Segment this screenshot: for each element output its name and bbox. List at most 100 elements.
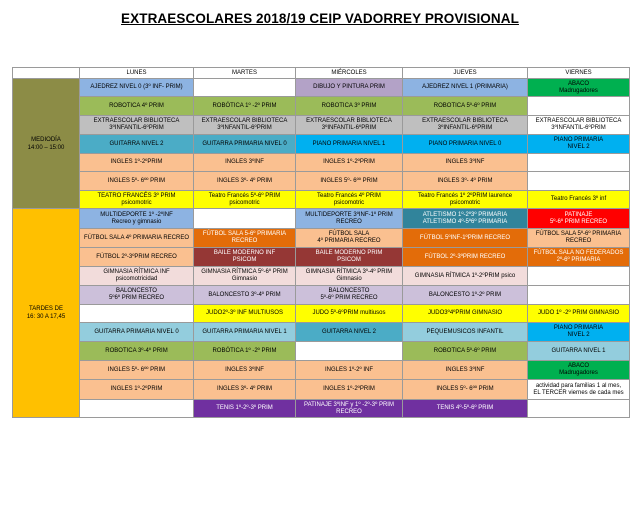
activity-cell: PATINAJE 5º-6º PRIM RECREO bbox=[527, 208, 630, 229]
activity-cell: INGLES 1º-2ºPRIM bbox=[79, 153, 194, 172]
activity-cell: ROBOTICA 5º-6º PRIM bbox=[402, 96, 528, 116]
schedule-row: ROBOTICA 4º PRIM ROBÓTICA 1º -2º PRIM ROBO… bbox=[13, 96, 630, 116]
activity-cell: INGLES 5º- 6ºº PRIM bbox=[79, 171, 194, 191]
schedule-row: TARDES DE 16: 30 A 17,45 MULTIDEPORTE 1º -… bbox=[12, 208, 630, 418]
activity-cell: GUITARRA NIVEL 2 bbox=[79, 134, 194, 154]
activity-cell: GIMNASIA RÍTMICA INF psicomotricidad bbox=[79, 266, 194, 286]
activity-cell bbox=[527, 171, 630, 191]
activity-cell: GIMNASIA RÍTMICA 3º-4º PRIM Gimnasio bbox=[295, 266, 403, 286]
activity-cell: FÚTBOL 2º-3ºPRIM RECREO bbox=[402, 247, 528, 267]
corner-cell bbox=[12, 67, 80, 79]
activity-cell: EXTRAESCOLAR BIBLIOTECA 3ºINFANTIL-6ºPRIM bbox=[527, 115, 630, 135]
activity-cell: MULTIDEPORTE 1º -2ºINF Recreo y gimnasio bbox=[79, 208, 194, 229]
schedule-row: GIMNASIA RÍTMICA INF psicomotricidad GIMNA… bbox=[13, 266, 630, 286]
activity-cell: PATINAJE 3ºINF y 1º -2º-3º PRIM RECREO bbox=[295, 399, 403, 418]
activity-cell: AJEDREZ NIVEL 1 (PRIMARIA) bbox=[402, 78, 528, 97]
activity-cell: INGLES 1º-2ºPRIM bbox=[295, 153, 403, 172]
activity-cell bbox=[527, 96, 630, 116]
activity-cell: actividad para familias 1 al mes, EL TERC… bbox=[527, 379, 630, 400]
day-header: LUNES bbox=[79, 67, 194, 79]
activity-cell: TENIS 4º-5º-6º PRIM bbox=[402, 399, 528, 418]
activity-cell: INGLES 3ºINF bbox=[402, 153, 528, 172]
activity-cell: INGLES 3º- 4º PRIM bbox=[402, 171, 528, 191]
activity-cell: INGLES 5º- 6ºº PRIM bbox=[402, 379, 528, 400]
activity-cell: GUITARRA PRIMARIA NIVEL 1 bbox=[193, 322, 296, 342]
activity-cell: GUITARRA NIVEL 1 bbox=[527, 341, 630, 361]
activity-cell bbox=[79, 399, 194, 418]
activity-cell: ABACO Madrugadores bbox=[527, 360, 630, 380]
activity-cell bbox=[527, 266, 630, 286]
activity-cell: Teatro Francés 3º inf bbox=[527, 190, 630, 209]
activity-cell: FÚTBOL SALA 5º-6º PRIMARIA RECREO bbox=[527, 228, 630, 248]
activity-cell: GIMNASIA RÍTMICA 1º-2ºPRIM psico bbox=[402, 266, 528, 286]
activity-cell: INGLES 5º- 6ºº PRIM bbox=[295, 171, 403, 191]
section-mediodia: MEDIODÍA 14:00 – 15:00 bbox=[12, 78, 80, 209]
activity-cell: TENIS 1º-2º-3º PRIM bbox=[193, 399, 296, 418]
activity-cell: FÚTBOL SALA 4º PRIMARIA RECREO bbox=[79, 228, 194, 248]
section-tardes: TARDES DE 16: 30 A 17,45 bbox=[12, 208, 80, 418]
activity-cell bbox=[79, 304, 194, 323]
activity-cell: INGLES 1º-2ºPRIM bbox=[79, 379, 194, 400]
schedule-row: FÚTBOL 2º-3ºPRIM RECREO BAILE MODERNO INF… bbox=[13, 247, 630, 267]
activity-cell: FÚTBOL 5ºINF-1ºPRIM RECREO bbox=[402, 228, 528, 248]
schedule-row: TEATRO FRANCÉS 3º PRIM psicomotric Teatro… bbox=[13, 190, 630, 209]
activity-cell: AJEDREZ NIVEL 0 (3º INF- PRIM) bbox=[79, 78, 194, 97]
activity-cell bbox=[527, 153, 630, 172]
schedule-row: GUITARRA NIVEL 2 GUITARRA PRIMARIA NIVEL … bbox=[13, 134, 630, 154]
activity-cell: INGLES 1º-2º INF bbox=[295, 360, 403, 380]
day-header-row: LUNES MARTES MIÉRCOLES JUEVES VIERNES bbox=[12, 67, 630, 79]
activity-cell: ATLETISMO 1º-2º3º PRIMARIA ATLETISMO 4º-5… bbox=[402, 208, 528, 229]
activity-cell: GUITARRA NIVEL 2 bbox=[295, 322, 403, 342]
day-header: MIÉRCOLES bbox=[295, 67, 403, 79]
activity-cell: PIANO PRIMARIA NIVEL 1 bbox=[295, 134, 403, 154]
activity-cell: FÚTBOL SALA NO FEDERADOS 2º-6º PRIMARIA bbox=[527, 247, 630, 267]
schedule-row: INGLES 1º-2ºPRIM INGLES 3º- 4º PRIM INGLES… bbox=[13, 379, 630, 400]
activity-cell: BAILE MODERNO INF PSICOM bbox=[193, 247, 296, 267]
schedule-row: INGLES 5º- 6ºº PRIM INGLES 3ºINF INGLES 1º… bbox=[13, 360, 630, 380]
activity-cell: GUITARRA PRIMARIA NIVEL 0 bbox=[193, 134, 296, 154]
schedule-row: BALONCESTO 5º6º PRIM RECREO BALONCESTO 3º-… bbox=[13, 285, 630, 305]
activity-cell: GIMNASIA RÍTMICA 5º-6º PRIM Gimnasio bbox=[193, 266, 296, 286]
day-header: VIERNES bbox=[527, 67, 630, 79]
activity-cell: INGLES 3ºINF bbox=[402, 360, 528, 380]
activity-cell: EXTRAESCOLAR BIBLIOTECA 3ºINFANTIL-6ºPRIM bbox=[79, 115, 194, 135]
schedule-row: FÚTBOL SALA 4º PRIMARIA RECREO FÚTBOL SAL… bbox=[13, 228, 630, 248]
schedule-row: TENIS 1º-2º-3º PRIM PATINAJE 3ºINF y 1º -… bbox=[13, 399, 630, 418]
activity-cell: PIANO PRIMARIA NIVEL 2 bbox=[527, 322, 630, 342]
activity-cell: ROBOTICA 4º PRIM bbox=[79, 96, 194, 116]
activity-cell: ROBOTICA 5º-6º PRIM bbox=[402, 341, 528, 361]
activity-cell: PIANO PRIMARIA NIVEL 0 bbox=[402, 134, 528, 154]
activity-cell bbox=[527, 285, 630, 305]
activity-cell: GUITARRA PRIMARIA NIVEL 0 bbox=[79, 322, 194, 342]
activity-cell: EXTRAESCOLAR BIBLIOTECA 3ºINFANTIL-6ºPRIM bbox=[295, 115, 403, 135]
activity-cell: BALONCESTO 3º-4º PRIM bbox=[193, 285, 296, 305]
activity-cell: TEATRO FRANCÉS 3º PRIM psicomotric bbox=[79, 190, 194, 209]
activity-cell bbox=[193, 208, 296, 229]
activity-cell: ROBÓTICA 1º -2º PRIM bbox=[193, 96, 296, 116]
activity-cell: ABACO Madrugadores bbox=[527, 78, 630, 97]
activity-cell: FÚTBOL SALA 5-6º PRIMARIA RECREO bbox=[193, 228, 296, 248]
activity-cell bbox=[527, 399, 630, 418]
page-title: EXTRAESCOLARES 2018/19 CEIP VADORREY PRO… bbox=[121, 11, 519, 26]
activity-cell: ROBOTICA 3º PRIM bbox=[295, 96, 403, 116]
activity-cell: EXTRAESCOLAR BIBLIOTECA 3ºINFANTIL-6ºPRIM bbox=[402, 115, 528, 135]
activity-cell: MULTIDEPORTE 3ºINF-1º PRIM RECREO bbox=[295, 208, 403, 229]
activity-cell: BAILE MODERNO PRIM PSICOM bbox=[295, 247, 403, 267]
activity-cell: Teatro Francés 5º-6º PRIM psicomotric bbox=[193, 190, 296, 209]
activity-cell: INGLES 1º-2ºPRIM bbox=[295, 379, 403, 400]
activity-cell: INGLES 5º- 6ºº PRIM bbox=[79, 360, 194, 380]
schedule-row: INGLES 5º- 6ºº PRIM INGLES 3º- 4º PRIM ING… bbox=[13, 171, 630, 191]
day-header: JUEVES bbox=[402, 67, 528, 79]
schedule-row: JUDO2º-3º INF MULTIUSOS JUDO 5º-6ºPRIM mu… bbox=[13, 304, 630, 323]
activity-cell: Teatro Francés 1º 2ºPRIM laurence psicomo… bbox=[402, 190, 528, 209]
activity-cell: JUDO3º4ºPRIM GIMNASIO bbox=[402, 304, 528, 323]
activity-cell: BALONCESTO 5º6º PRIM RECREO bbox=[79, 285, 194, 305]
schedule-row: INGLES 1º-2ºPRIM INGLES 3ºINF INGLES 1º-2º… bbox=[13, 153, 630, 172]
activity-cell: EXTRAESCOLAR BIBLIOTECA 3ºINFANTIL-6ºPRIM bbox=[193, 115, 296, 135]
activity-cell: INGLES 3ºINF bbox=[193, 153, 296, 172]
activity-cell: PIANO PRIMARIA NIVEL 2 bbox=[527, 134, 630, 154]
activity-cell: INGLES 3º- 4º PRIM bbox=[193, 171, 296, 191]
activity-cell bbox=[295, 341, 403, 361]
day-header: MARTES bbox=[193, 67, 296, 79]
schedule-row: GUITARRA PRIMARIA NIVEL 0 GUITARRA PRIMAR… bbox=[13, 322, 630, 342]
